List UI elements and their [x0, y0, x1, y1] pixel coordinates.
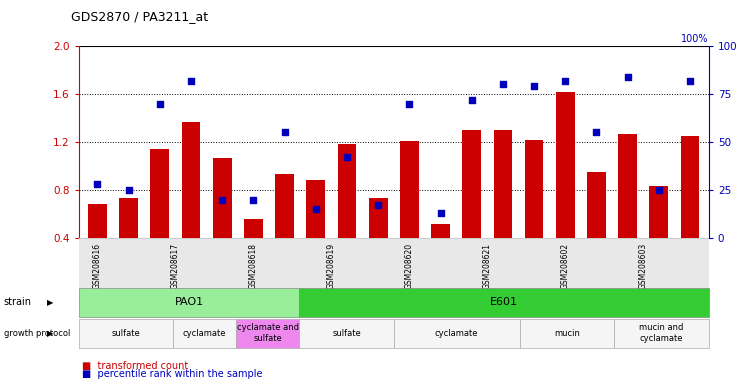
Point [528, 83, 540, 89]
Text: growth protocol: growth protocol [4, 329, 70, 338]
Bar [650, 187, 668, 286]
Text: ■  transformed count: ■ transformed count [82, 361, 189, 371]
Point [341, 154, 353, 161]
Point [590, 129, 602, 136]
Bar [431, 223, 450, 286]
Point [248, 197, 259, 203]
Text: cyclamate and
sulfate: cyclamate and sulfate [237, 323, 298, 343]
Bar [213, 158, 232, 286]
Bar [338, 144, 356, 286]
Bar [275, 174, 294, 286]
Point [123, 187, 135, 193]
Bar [618, 134, 637, 286]
Text: E601: E601 [490, 297, 518, 308]
Bar [182, 122, 200, 286]
Point [684, 78, 696, 84]
Bar [681, 136, 700, 286]
Point [434, 210, 446, 216]
Bar [587, 172, 606, 286]
Text: GDS2870 / PA3211_at: GDS2870 / PA3211_at [71, 10, 209, 23]
Point [92, 181, 104, 187]
Text: sulfate: sulfate [112, 329, 140, 338]
Point [372, 202, 384, 209]
Bar [369, 199, 388, 286]
Bar [494, 130, 512, 286]
Text: 100%: 100% [681, 34, 709, 44]
Point [497, 81, 509, 88]
Bar [400, 141, 418, 286]
Text: sulfate: sulfate [332, 329, 361, 338]
Bar [556, 92, 574, 286]
Point [404, 101, 416, 107]
Bar [525, 140, 544, 286]
Point [216, 197, 228, 203]
Bar [462, 130, 481, 286]
Text: strain: strain [4, 297, 32, 308]
Point [652, 187, 664, 193]
Point [560, 78, 572, 84]
Bar [119, 199, 138, 286]
Bar [151, 149, 170, 286]
Point [154, 101, 166, 107]
Point [278, 129, 290, 136]
Point [310, 206, 322, 212]
Text: PAO1: PAO1 [175, 297, 203, 308]
Text: cyclamate: cyclamate [435, 329, 478, 338]
Bar [244, 219, 262, 286]
Point [466, 97, 478, 103]
Text: cyclamate: cyclamate [183, 329, 226, 338]
Point [185, 78, 197, 84]
Text: ■  percentile rank within the sample: ■ percentile rank within the sample [82, 369, 263, 379]
Text: ▶: ▶ [47, 298, 54, 307]
Point [622, 74, 634, 80]
Text: ▶: ▶ [47, 329, 54, 338]
Text: mucin and
cyclamate: mucin and cyclamate [639, 323, 684, 343]
Bar [307, 180, 326, 286]
Bar [88, 204, 106, 286]
Text: mucin: mucin [554, 329, 580, 338]
